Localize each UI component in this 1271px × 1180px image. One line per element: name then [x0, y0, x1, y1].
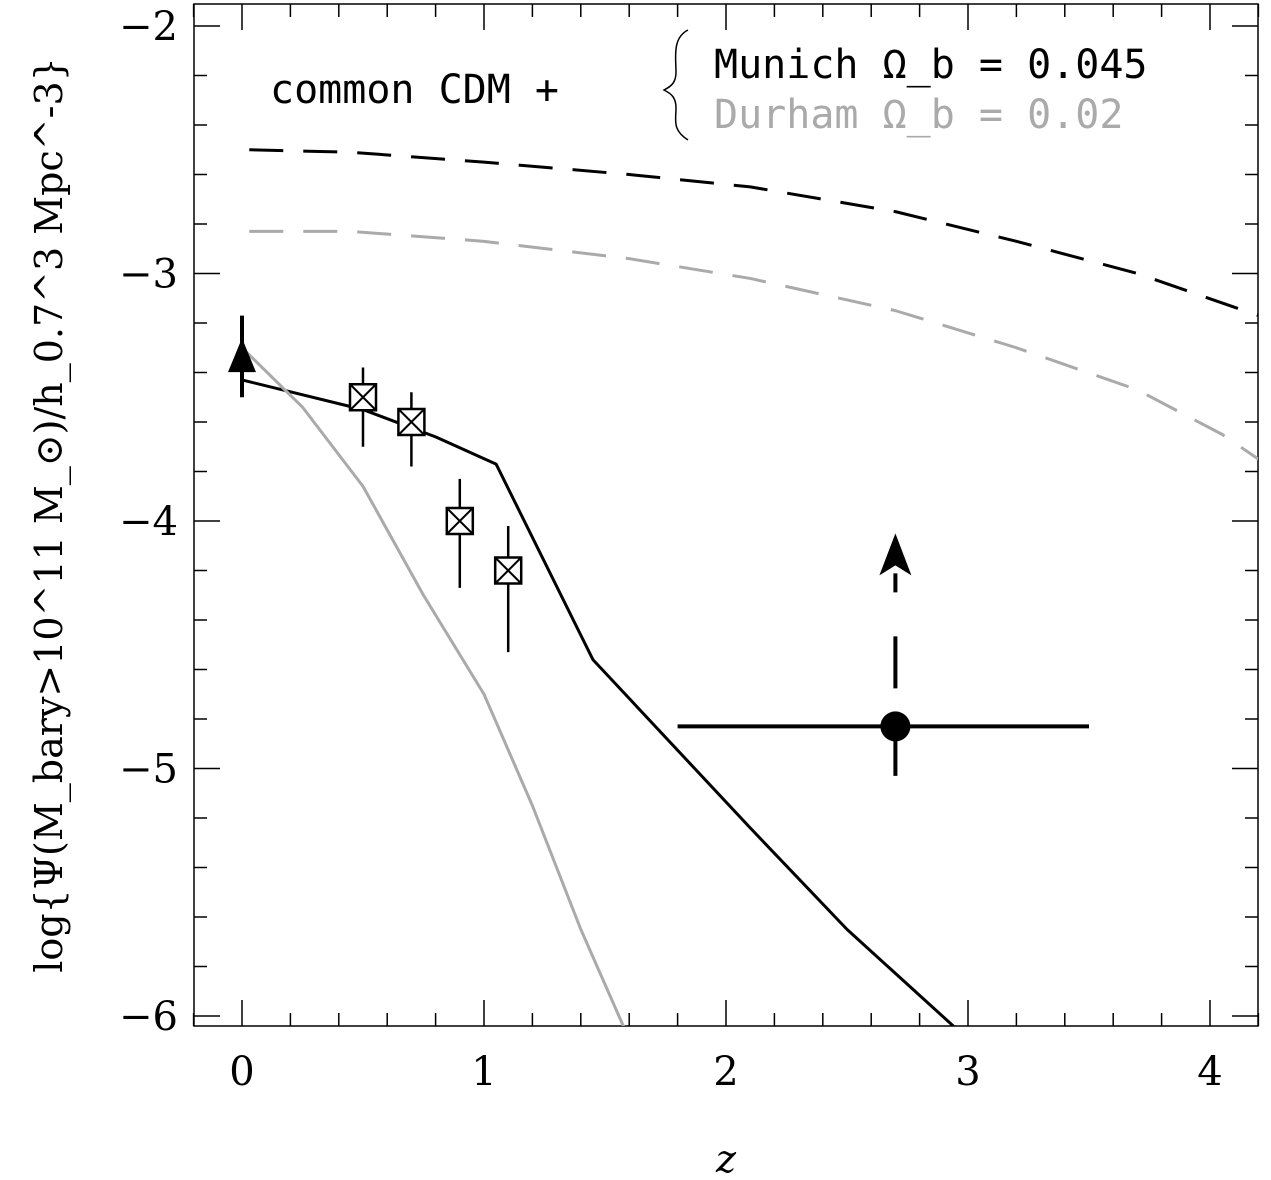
- data-point-filled-circle: [677, 533, 1089, 776]
- cross-marker-b: [494, 556, 522, 585]
- x-tick-label: 2: [713, 1049, 738, 1095]
- series-lines: [240, 148, 1258, 1026]
- y-tick-label: −3: [119, 252, 178, 298]
- series-line-durham-model-line: [240, 346, 625, 1026]
- cross-marker-b: [349, 383, 377, 411]
- data-point-boxed-x: [445, 478, 475, 588]
- circle-marker: [880, 711, 911, 742]
- y-tick-label: −2: [119, 4, 178, 50]
- plot-frame: [193, 3, 1259, 1027]
- series-line-munich-model-line: [241, 378, 956, 1026]
- legend-prefix: common CDM +: [270, 67, 559, 113]
- y-axis-label: log{Ψ(M_bary>10^11 M_⊙)/h_0.7^3 Mpc^-3}: [27, 57, 72, 973]
- x-tick-labels: 0 1 2 3 4: [229, 1049, 1222, 1095]
- cross-marker-b: [397, 408, 426, 436]
- series-line-munich-massive-dashed: [249, 148, 1258, 317]
- data-point-triangle: [228, 315, 256, 398]
- y-tick-label: −6: [119, 994, 178, 1040]
- triangle-marker: [228, 338, 256, 373]
- x-tick-label: 4: [1197, 1049, 1222, 1095]
- y-tick-label: −4: [119, 499, 178, 545]
- legend-brace: [662, 29, 689, 141]
- x-axis-label: z: [715, 1137, 737, 1180]
- y-tick-labels: −6 −5 −4 −3 −2: [119, 4, 178, 1040]
- series-line-durham-massive-dashed: [249, 229, 1258, 461]
- data-point-boxed-x: [348, 367, 378, 447]
- legend: common CDM + Munich Ω_b = 0.045 Durham Ω…: [270, 29, 1147, 141]
- axis-ticks: [192, 4, 1260, 1026]
- x-tick-label: 3: [955, 1049, 980, 1095]
- x-tick-label: 1: [471, 1049, 496, 1095]
- data-point-boxed-x: [397, 392, 426, 467]
- cross-marker-b: [446, 507, 474, 535]
- data-point-boxed-x: [493, 525, 523, 653]
- legend-entry-durham: Durham Ω_b = 0.02: [714, 92, 1123, 138]
- lower-limit-arrowhead: [879, 533, 912, 576]
- legend-entry-munich: Munich Ω_b = 0.045: [714, 42, 1147, 88]
- data-points: [228, 315, 1089, 776]
- y-tick-label: −5: [119, 747, 178, 793]
- x-tick-label: 0: [229, 1049, 254, 1095]
